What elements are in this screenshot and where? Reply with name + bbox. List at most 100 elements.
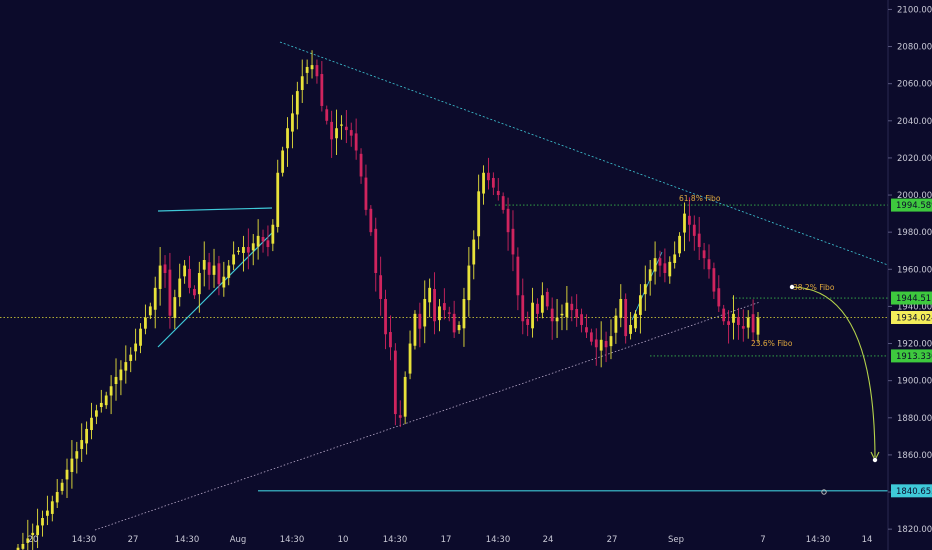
candle-body [707,259,711,270]
candle [305,59,309,85]
time-tick-label: 14 [862,535,873,545]
candle-body [109,386,113,396]
candle-body [428,287,432,303]
price-tick-label: 1900.000 [897,377,932,387]
candle [418,302,422,348]
price-tag-bg [891,349,932,363]
candle [560,304,564,331]
forecast-arrow[interactable] [791,286,876,458]
candle [452,300,456,338]
candle [467,247,471,317]
candle-body [741,326,745,329]
candle-body [300,76,304,90]
candle [95,404,98,425]
candle-body [550,308,554,322]
candle-body [609,336,613,347]
candle-body [212,265,216,275]
candle-body [516,256,520,296]
candle-body [589,332,593,342]
candle [158,247,162,306]
candle [237,247,240,255]
candle-body [491,177,495,188]
candle-body [95,410,98,417]
marker-circle [821,489,827,495]
candle [271,219,275,252]
candle-body [271,224,275,244]
candle [227,260,231,286]
candle-body [349,130,353,136]
candle [756,311,760,343]
time-axis[interactable]: 20 14:30 27 14:30 Aug 14:30 10 14:30 17 14:30 24 27… [28,535,873,545]
candle-body [124,362,128,371]
candle [188,255,191,294]
candle [291,94,294,149]
candle-body [594,339,598,348]
candle [295,81,299,130]
candle [276,159,280,233]
candle [521,278,525,335]
candle [491,172,495,196]
candle [604,331,608,363]
candle-body [477,191,481,237]
candle [638,284,642,334]
candle-body [697,233,701,248]
lower-trendline[interactable] [94,301,761,531]
candle [707,244,711,279]
candle-body [222,276,226,288]
candle-body [604,340,608,348]
candle [139,323,142,354]
candle-body [41,518,44,526]
candle-body [237,250,240,252]
swing-line[interactable] [631,251,663,321]
candle [462,287,466,347]
time-tick-label: 14:30 [175,535,200,545]
candle [648,260,652,296]
time-tick-label: Aug [230,535,247,545]
candle [183,260,187,284]
candle [702,242,706,270]
candle [197,261,201,313]
candle-body [153,287,157,310]
candle [746,310,750,339]
candle-body [487,172,490,181]
candle-body [433,288,436,322]
candle [629,311,632,340]
candle-body [501,196,505,210]
candle-body [736,317,740,325]
price-tag-text: 1944.511 [896,294,932,304]
candle-body [413,313,417,346]
candle-body [462,298,466,329]
candle [26,519,30,550]
candle [423,280,427,344]
time-tick-label: 14:30 [486,535,511,545]
candle [398,400,402,428]
candle [501,192,505,214]
candle-body [438,306,441,321]
candle-body [99,402,103,408]
price-tick-label: 1920.000 [897,340,932,350]
candle-body [634,313,637,329]
candle [438,298,441,332]
candle-body [403,376,407,417]
candle-body [183,265,187,277]
candle [482,165,485,205]
candle-body [702,250,706,259]
candle-body [751,314,755,333]
candle [31,523,35,550]
candle-body [722,308,726,322]
candle [369,205,373,236]
candle-body [624,298,628,337]
flag-upper-line[interactable] [157,207,273,212]
candle-body [251,243,255,251]
time-tick-label: 20 [28,535,39,545]
candle [202,241,206,287]
candle-body [104,395,108,406]
candle [60,479,64,495]
candle-body [663,263,667,273]
candle [585,314,588,338]
candle [374,217,378,292]
candle [540,282,544,319]
candle [447,306,451,322]
